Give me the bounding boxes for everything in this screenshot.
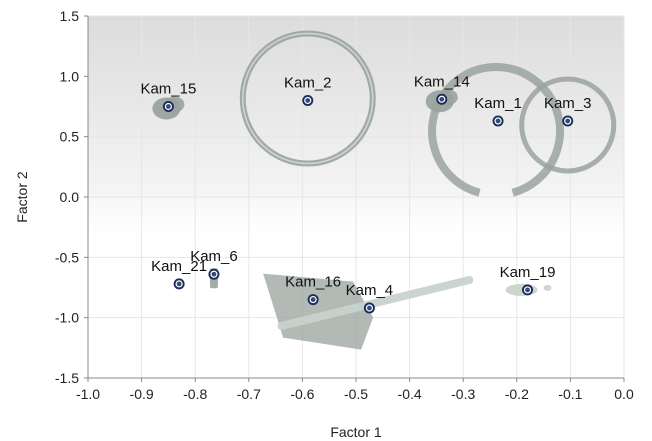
x-tick-label: -0.6	[290, 386, 314, 402]
artifact-rod	[277, 276, 474, 331]
point-core	[565, 118, 571, 124]
point-label: Kam_3	[544, 95, 592, 112]
point-core	[367, 305, 372, 311]
data-point	[436, 93, 448, 105]
point-core	[495, 118, 501, 124]
artifact-ring	[519, 76, 617, 174]
point-label: Kam_2	[284, 74, 332, 91]
artifact-socket	[263, 273, 374, 350]
point-core	[211, 271, 217, 277]
data-point	[162, 101, 174, 112]
y-tick-label: 1.5	[60, 8, 80, 24]
point-label: Kam_19	[500, 264, 556, 281]
y-tick-label: -1.0	[55, 310, 79, 326]
data-point	[307, 294, 319, 306]
point-label: Kam_14	[414, 73, 470, 90]
x-tick-label: -0.2	[505, 386, 529, 402]
x-tick-label: -0.8	[183, 386, 207, 402]
point-core	[439, 96, 445, 102]
x-tick-label: 0.0	[614, 386, 634, 402]
y-tick-label: -1.5	[55, 370, 79, 386]
x-axis-title: Factor 1	[330, 424, 382, 440]
point-label: Kam_21	[151, 258, 207, 275]
x-tick-label: -0.1	[558, 386, 582, 402]
x-tick-label: -1.0	[76, 386, 100, 402]
data-points	[162, 93, 574, 314]
y-tick-label: 1.0	[60, 68, 80, 84]
point-core	[310, 297, 316, 302]
point-core	[176, 281, 182, 287]
x-tick-label: -0.4	[398, 386, 422, 402]
data-point	[562, 115, 574, 127]
y-tick-label: -0.5	[55, 249, 79, 265]
point-label: Kam_15	[140, 81, 196, 98]
point-label: Kam_4	[346, 282, 394, 299]
data-point	[173, 278, 185, 290]
data-point	[363, 302, 375, 314]
y-tick-label: 0.0	[60, 189, 80, 205]
point-label: Kam_1	[474, 95, 522, 112]
point-core	[305, 98, 311, 103]
point-label: Kam_16	[285, 274, 341, 291]
artifact-open-ring	[428, 62, 565, 197]
data-point	[208, 268, 220, 280]
x-tick-label: -0.7	[237, 386, 261, 402]
data-point	[302, 94, 314, 106]
data-point	[522, 284, 534, 296]
x-tick-label: -0.3	[451, 386, 475, 402]
point-label: Kam_6	[190, 248, 238, 265]
y-axis-title: Factor 2	[14, 171, 30, 223]
x-tick-label: -0.5	[344, 386, 368, 402]
artifact-ring	[239, 30, 376, 167]
y-tick-label: 0.5	[60, 129, 80, 145]
x-tick-label: -0.9	[130, 386, 154, 402]
data-point	[492, 115, 504, 127]
axes: -1.0 -0.9 -0.8 -0.7 -0.6 -0.5 -0.4 -0.3 -0.2 -0.1…	[55, 8, 634, 402]
point-core	[166, 104, 171, 109]
point-core	[525, 287, 530, 293]
